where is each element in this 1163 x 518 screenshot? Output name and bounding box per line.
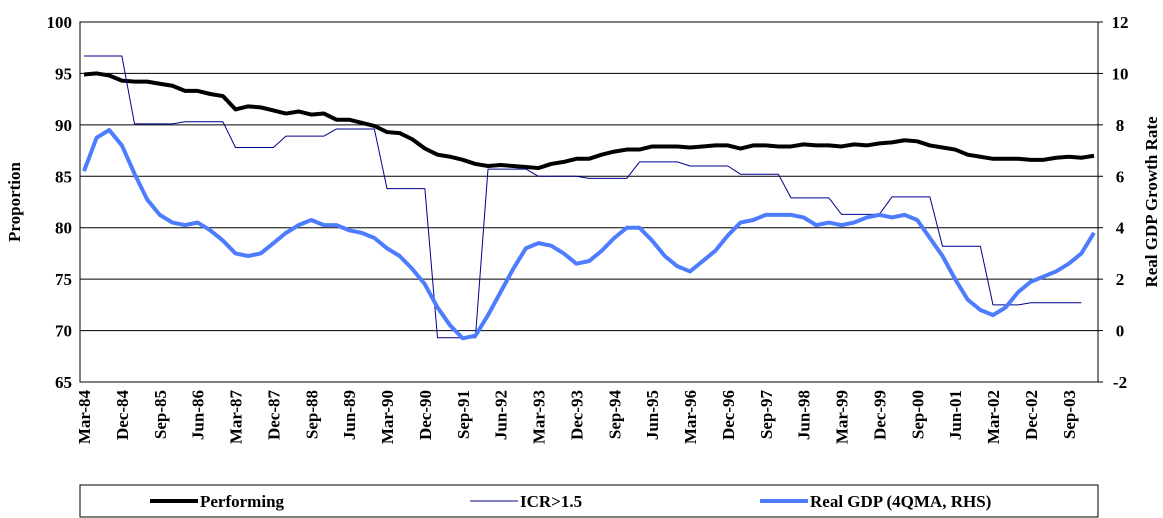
y2-tick-label: 2 [1116,270,1125,289]
y-tick-label: 100 [47,13,73,32]
x-tick-label: Jun-95 [643,390,662,440]
y2-tick-label: 8 [1116,116,1125,135]
x-tick-label: Jun-92 [492,390,511,440]
y2-axis-label: Real GDP Growth Rate [1142,116,1161,288]
legend-box [79,484,1099,518]
y-tick-label: 75 [55,270,72,289]
x-tick-label: Mar-87 [227,390,246,445]
y-tick-label: 80 [55,219,72,238]
y2-tick-label: 6 [1116,167,1125,186]
x-tick-label: Mar-99 [833,390,852,444]
x-tick-label: Sep-03 [1060,390,1079,439]
legend-label: Real GDP (4QMA, RHS) [810,492,991,511]
x-tick-label: Sep-85 [151,390,170,439]
x-tick-label: Jun-01 [946,390,965,440]
x-tick-label: Mar-02 [984,390,1003,444]
x-tick-label: Sep-00 [908,390,927,439]
plot-frame [79,21,1099,383]
x-tick-label: Jun-89 [340,390,359,440]
x-tick-label: Dec-02 [1022,390,1041,440]
series-line [82,128,1096,341]
y-tick-label: 90 [55,116,72,135]
y2-tick-label: 12 [1112,13,1129,32]
x-tick-label: Dec-96 [719,390,738,440]
y2-tick-label: 10 [1112,64,1129,83]
series-line [84,55,1082,339]
x-tick-label: Dec-87 [264,390,283,441]
x-tick-label: Sep-97 [757,390,776,440]
x-tick-label: Sep-94 [605,390,624,440]
legend-label: ICR>1.5 [520,492,582,511]
y-tick-label: 95 [55,64,72,83]
legend-label: Performing [200,492,285,511]
y-tick-label: 70 [55,322,72,341]
y2-tick-label: 4 [1116,219,1125,238]
x-tick-label: Mar-90 [378,390,397,444]
x-tick-label: Mar-96 [681,390,700,444]
x-tick-label: Jun-98 [795,390,814,440]
x-tick-label: Dec-84 [113,390,132,441]
y-axis-label: Proportion [5,161,24,242]
x-tick-label: Sep-91 [454,390,473,439]
y2-tick-label: -2 [1113,373,1127,392]
series-line [83,71,1095,171]
x-tick-label: Dec-90 [416,390,435,440]
x-tick-label: Mar-84 [75,390,94,445]
y-tick-label: 85 [55,167,72,186]
x-tick-label: Sep-88 [302,390,321,439]
x-tick-label: Dec-93 [567,390,586,440]
x-tick-label: Mar-93 [530,390,549,444]
y2-tick-label: 0 [1116,322,1125,341]
y-tick-label: 65 [55,373,72,392]
x-tick-label: Jun-86 [189,390,208,440]
x-tick-label: Dec-99 [870,390,889,440]
